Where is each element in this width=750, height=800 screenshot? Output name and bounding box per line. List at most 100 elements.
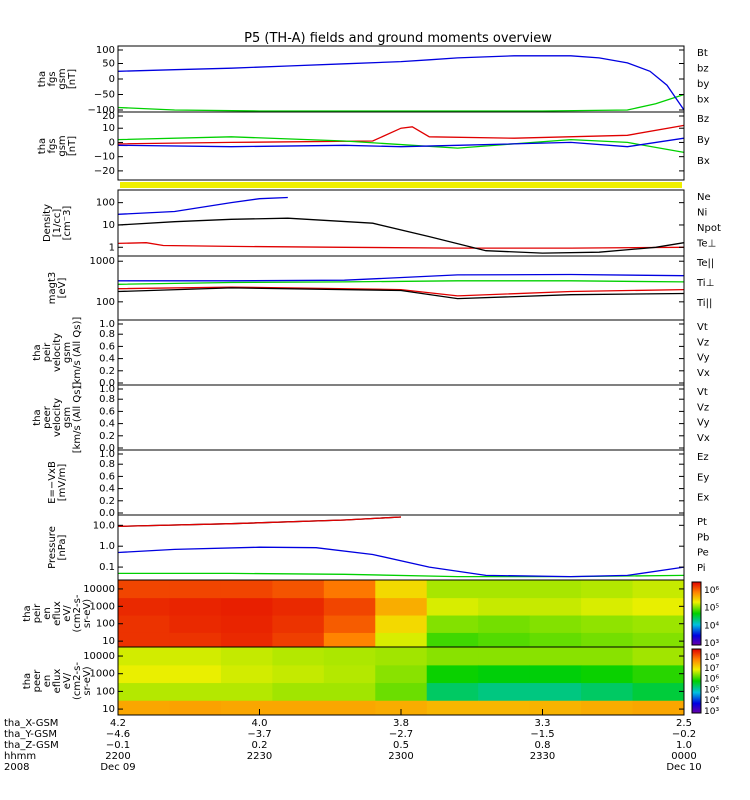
x-axis-value: −2.7 bbox=[389, 729, 413, 740]
series-line-Ti|| bbox=[117, 280, 685, 285]
y-tick-label: −20 bbox=[94, 166, 115, 177]
heatmap-cell bbox=[581, 700, 634, 716]
heatmap-cell bbox=[118, 615, 170, 633]
heatmap-cell bbox=[272, 580, 325, 599]
legend-entry: Pi bbox=[697, 563, 706, 574]
panel-density: 100 10 1 Density [1/cc] [cm⁻3] Ne Ni Npot Te⊥ bbox=[42, 189, 721, 257]
y-tick-label: 1000 bbox=[90, 601, 115, 612]
heatmap-cell bbox=[220, 597, 273, 616]
x-axis-row-label: 2008 bbox=[4, 762, 29, 773]
series-line-Te⊥ bbox=[117, 286, 685, 297]
heatmap-cell bbox=[529, 700, 582, 716]
heatmap-cell bbox=[478, 700, 531, 716]
legend-entry: Vx bbox=[697, 368, 710, 379]
legend-entry: Ti|| bbox=[696, 298, 712, 309]
heatmap-cell bbox=[118, 632, 170, 648]
series-line-Pb bbox=[117, 516, 402, 527]
y-tick-label: 0.6 bbox=[99, 341, 115, 352]
legend-entry: Vt bbox=[697, 322, 708, 333]
heatmap-cell bbox=[323, 682, 376, 701]
x-axis-value: −0.1 bbox=[106, 740, 130, 751]
y-tick-label: 1.0 bbox=[99, 319, 115, 330]
heatmap-cell bbox=[169, 580, 222, 599]
y-axis-label: en bbox=[42, 675, 53, 688]
y-axis-label: peer bbox=[42, 405, 53, 429]
colorbar-tick-label: 10⁴ bbox=[704, 696, 719, 706]
y-tick-label: 0.0 bbox=[99, 443, 115, 454]
heatmap-cell bbox=[375, 597, 428, 616]
x-axis-value: 0000 bbox=[671, 751, 696, 762]
heatmap-cell bbox=[478, 615, 531, 633]
colorbar-tick-label: 10⁴ bbox=[704, 621, 719, 631]
y-tick-label: 10 bbox=[102, 704, 115, 715]
heatmap-cell bbox=[169, 647, 222, 666]
colorbar-tick-label: 10⁶ bbox=[704, 675, 719, 685]
y-axis-label: fgs bbox=[47, 71, 58, 86]
y-axis-label: (cm2-s- bbox=[72, 662, 83, 700]
y-tick-label: 1.0 bbox=[99, 384, 115, 395]
heatmap-cell bbox=[169, 700, 222, 716]
y-axis-label: Density bbox=[42, 204, 53, 242]
heatmap-cell bbox=[169, 682, 222, 701]
heatmap-cell bbox=[169, 632, 222, 648]
y-axis-label: magt3 bbox=[47, 272, 58, 305]
heatmap-cell bbox=[375, 664, 428, 684]
x-axis-value: 4.2 bbox=[110, 718, 126, 729]
heatmap-cell bbox=[272, 700, 325, 716]
y-axis-label: E=−VxB bbox=[47, 461, 58, 504]
y-tick-label: −100 bbox=[88, 105, 115, 116]
heatmap-cell bbox=[118, 664, 170, 684]
heatmap-cell bbox=[118, 580, 170, 599]
y-tick-label: 1000 bbox=[90, 669, 115, 680]
colorbar-frame bbox=[691, 581, 702, 646]
y-tick-label: 0.1 bbox=[99, 562, 115, 573]
heatmap-cell bbox=[375, 632, 428, 648]
heatmap-cell bbox=[426, 700, 479, 716]
legend-entry: Bx bbox=[697, 156, 710, 167]
legend-entry: Ne bbox=[697, 192, 711, 203]
series-line-Bx bbox=[117, 137, 685, 148]
heatmap-cell bbox=[529, 647, 582, 666]
panel-fgs_gsm: 100 50 0 −50 −100 tha fgs gsm [nT] Bt bz by bx bbox=[37, 45, 709, 116]
heatmap-cell bbox=[323, 647, 376, 666]
heatmap-cell bbox=[426, 647, 479, 666]
x-axis-value: 2330 bbox=[530, 751, 555, 762]
heatmap-cell bbox=[272, 615, 325, 633]
heatmap-cell bbox=[323, 580, 376, 599]
y-tick-label: 0.4 bbox=[99, 354, 115, 365]
heatmap-cell bbox=[323, 597, 376, 616]
y-tick-label: 0 bbox=[109, 74, 115, 85]
heatmap-cell bbox=[426, 615, 479, 633]
legend-entry: Vt bbox=[697, 387, 708, 398]
x-axis-value: 0.5 bbox=[393, 740, 409, 751]
y-tick-label: 10 bbox=[102, 220, 115, 231]
panel-frame bbox=[117, 45, 685, 113]
y-tick-label: 0.2 bbox=[99, 496, 115, 507]
heatmap-cell bbox=[169, 664, 222, 684]
x-axis-row-label: tha_Z-GSM bbox=[4, 740, 59, 751]
panel-pressure: 10.0 1.0 0.1 Pressure [nPa] Pt Pb Pe Pi bbox=[47, 514, 709, 581]
y-axis-label: tha bbox=[32, 409, 43, 425]
y-tick-label: 0.4 bbox=[99, 419, 115, 430]
colorbar-tick-label: 10⁵ bbox=[704, 604, 719, 614]
heatmap-cell bbox=[375, 615, 428, 633]
x-axis-value: 2200 bbox=[105, 751, 130, 762]
heatmap-cell bbox=[118, 647, 170, 666]
y-tick-label: 0.8 bbox=[99, 329, 115, 340]
legend-entry: Vy bbox=[697, 418, 710, 429]
y-tick-label: 100 bbox=[96, 198, 115, 209]
y-axis-label: [nT] bbox=[67, 136, 78, 156]
legend-entry: Ni bbox=[697, 208, 707, 219]
heatmap-cell bbox=[118, 597, 170, 616]
heatmap-cell bbox=[220, 632, 273, 648]
y-tick-label: 1.0 bbox=[99, 449, 115, 460]
y-axis-label: sr-eV) bbox=[82, 666, 93, 695]
heatmap-cell bbox=[478, 597, 531, 616]
y-axis-label: fgs bbox=[47, 138, 58, 153]
x-axis-row-label: hhmm bbox=[4, 751, 36, 762]
x-axis-value: Dec 09 bbox=[100, 762, 135, 773]
heatmap-cell bbox=[529, 664, 582, 684]
x-axis-value: Dec 10 bbox=[666, 762, 701, 773]
